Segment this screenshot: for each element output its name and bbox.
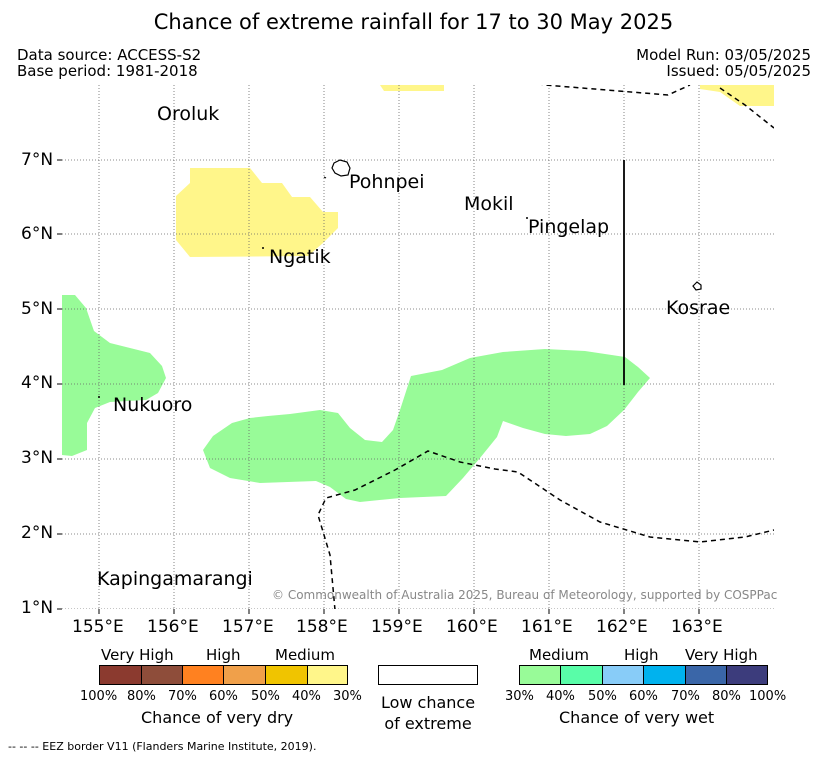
dry-legend-title: Chance of very dry bbox=[141, 708, 294, 727]
place-label-pohnpei: Pohnpei bbox=[349, 171, 425, 193]
map-title: Chance of extreme rainfall for 17 to 30 … bbox=[153, 10, 674, 34]
dry-swatch-2 bbox=[141, 665, 183, 685]
dry-swatch-6 bbox=[307, 665, 348, 685]
place-label-nukuoro: Nukuoro bbox=[113, 394, 193, 416]
data-source-text: Data source: ACCESS-S2 bbox=[17, 46, 202, 64]
lon-label-158e: 158°E bbox=[296, 617, 348, 637]
wet-legend-title: Chance of very wet bbox=[559, 708, 715, 727]
dry-swatch-5 bbox=[265, 665, 308, 685]
wet-tick-30: 30% bbox=[505, 689, 534, 704]
wet-swatch-4 bbox=[643, 665, 686, 685]
dry-swatch-1 bbox=[99, 665, 142, 685]
lat-label-3n: 3°N bbox=[21, 448, 54, 468]
ngatik-island-mark bbox=[262, 247, 264, 249]
dry-tick-30: 30% bbox=[333, 689, 362, 704]
lon-label-157e: 157°E bbox=[222, 617, 274, 637]
wet-region-west bbox=[62, 295, 166, 456]
wet-swatch-3 bbox=[602, 665, 644, 685]
lon-label-159e: 159°E bbox=[371, 617, 423, 637]
place-label-pingelap: Pingelap bbox=[528, 216, 610, 238]
eez-footnote: -- -- -- EEZ border V11 (Flanders Marine… bbox=[8, 740, 317, 753]
wet-tick-70: 70% bbox=[671, 689, 700, 704]
lon-label-160e: 160°E bbox=[446, 617, 498, 637]
dry-swatch-4 bbox=[223, 665, 266, 685]
dry-tick-70: 70% bbox=[168, 689, 197, 704]
copyright-notice: © Commonwealth of Australia 2025, Bureau… bbox=[272, 588, 778, 602]
lon-label-162e: 162°E bbox=[596, 617, 648, 637]
base-period-text: Base period: 1981-2018 bbox=[17, 62, 198, 80]
dry-tick-100: 100% bbox=[80, 689, 118, 704]
low-chance-title-line1: Low chance bbox=[380, 693, 476, 712]
dry-tick-80: 80% bbox=[127, 689, 156, 704]
wet-region-main bbox=[203, 349, 650, 502]
lon-label-161e: 161°E bbox=[521, 617, 573, 637]
ant-atoll-mark bbox=[323, 176, 327, 179]
place-label-mokil: Mokil bbox=[464, 193, 514, 215]
lat-label-7n: 7°N bbox=[21, 150, 54, 170]
wet-tick-100: 100% bbox=[749, 689, 787, 704]
dry-tick-40: 40% bbox=[292, 689, 321, 704]
dry-tick-50: 50% bbox=[251, 689, 280, 704]
wet-legend-header-very-high: Very High bbox=[685, 646, 758, 664]
eez-border bbox=[317, 85, 774, 609]
dry-region-west bbox=[176, 168, 338, 257]
lon-label-155e: 155°E bbox=[72, 617, 124, 637]
low-chance-swatch bbox=[378, 665, 478, 685]
dry-legend-header-very-high: Very High bbox=[101, 646, 174, 664]
lon-label-163e: 163°E bbox=[671, 617, 723, 637]
lon-label-156e: 156°E bbox=[147, 617, 199, 637]
graticule bbox=[62, 85, 774, 609]
lat-label-4n: 4°N bbox=[21, 373, 54, 393]
nukuoro-island-mark bbox=[98, 396, 100, 398]
dry-legend-header-high: High bbox=[206, 646, 241, 664]
pingelap-island-mark bbox=[526, 217, 528, 219]
low-chance-title-line2: of extreme bbox=[384, 714, 472, 733]
dry-tick-60: 60% bbox=[209, 689, 238, 704]
wet-legend-header-high: High bbox=[624, 646, 659, 664]
dry-legend-header-medium: Medium bbox=[275, 646, 335, 664]
lat-label-2n: 2°N bbox=[21, 523, 54, 543]
wet-tick-80: 80% bbox=[712, 689, 741, 704]
place-label-oroluk: Oroluk bbox=[157, 103, 220, 125]
axis-ticks bbox=[57, 159, 700, 614]
pohnpei-island-outline bbox=[331, 159, 351, 177]
wet-tick-60: 60% bbox=[629, 689, 658, 704]
place-label-kapingamarangi: Kapingamarangi bbox=[97, 568, 253, 590]
wet-tick-40: 40% bbox=[546, 689, 575, 704]
place-label-ngatik: Ngatik bbox=[269, 246, 331, 268]
wet-tick-50: 50% bbox=[588, 689, 617, 704]
wet-swatch-6 bbox=[726, 665, 768, 685]
lat-label-6n: 6°N bbox=[21, 224, 54, 244]
wet-swatch-2 bbox=[560, 665, 603, 685]
wet-swatch-1 bbox=[519, 665, 561, 685]
wet-swatch-5 bbox=[685, 665, 727, 685]
model-run-text: Model Run: 03/05/2025 bbox=[636, 46, 811, 64]
wet-legend-header-medium: Medium bbox=[529, 646, 589, 664]
lat-label-5n: 5°N bbox=[21, 299, 54, 319]
dry-region-northeast bbox=[700, 85, 774, 106]
lat-label-1n: 1°N bbox=[21, 598, 54, 618]
dry-swatch-3 bbox=[182, 665, 224, 685]
place-label-kosrae: Kosrae bbox=[666, 297, 731, 319]
issued-text: Issued: 05/05/2025 bbox=[666, 62, 811, 80]
dry-region-north bbox=[380, 85, 444, 91]
kosrae-island-outline bbox=[692, 281, 702, 291]
